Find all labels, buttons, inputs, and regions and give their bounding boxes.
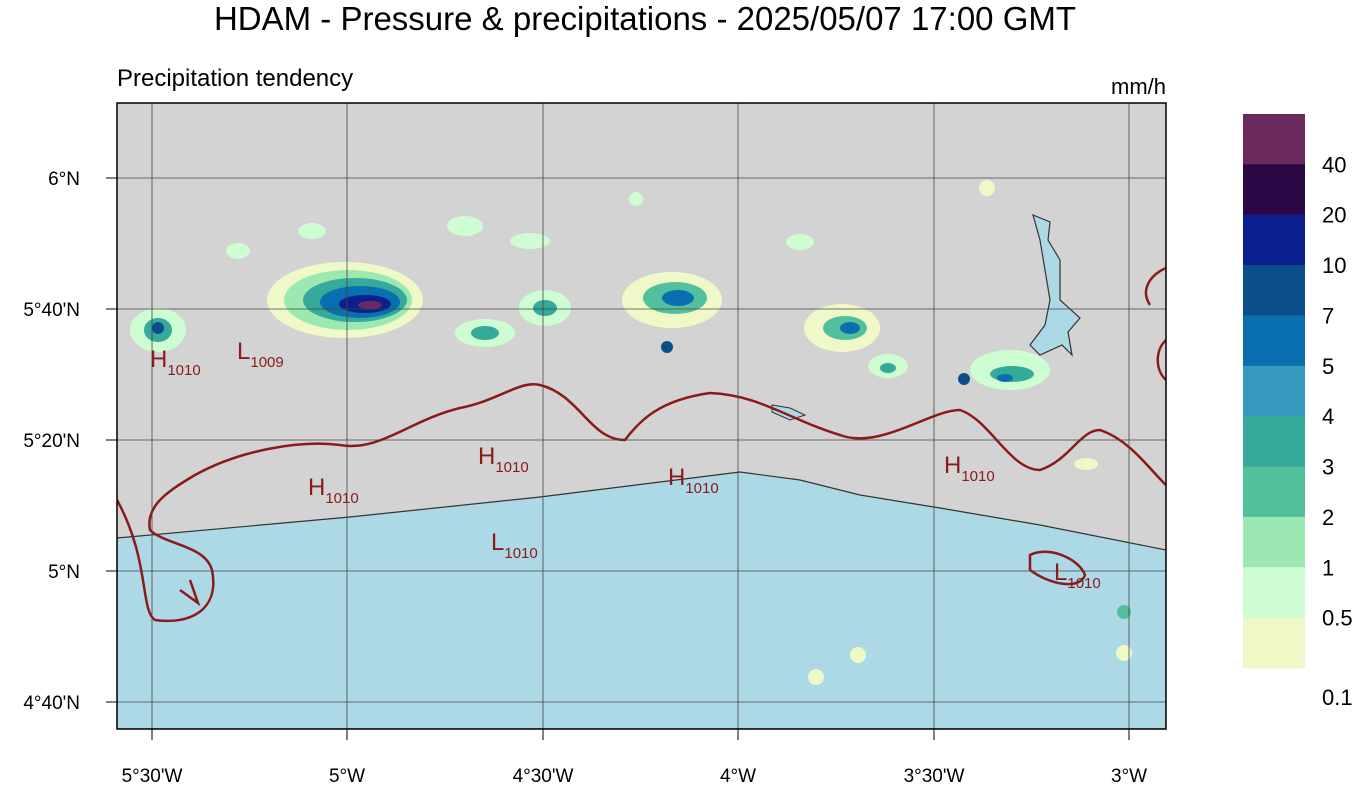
pressure-value: 1010 xyxy=(961,468,994,485)
colorbar-label: 3 xyxy=(1322,455,1334,480)
colorbar-box xyxy=(1243,466,1305,518)
colorbar-label: 40 xyxy=(1322,152,1346,177)
pressure-label: H1010 xyxy=(478,443,529,476)
colorbar-label: 20 xyxy=(1322,203,1346,228)
pressure-value: 1010 xyxy=(167,362,200,379)
lon-label: 5°30'W xyxy=(122,766,183,787)
precipitation xyxy=(130,180,1132,685)
unit: mm/h xyxy=(1111,74,1166,99)
pressure-letter: H xyxy=(944,452,961,479)
colorbar-box xyxy=(1243,214,1305,266)
lat-label: 5°40'N xyxy=(23,300,80,321)
colorbar-label: 0.1 xyxy=(1322,685,1353,710)
colorbar: 40 20 10 7 5 4 3 2 1 0.5 0.1 xyxy=(1243,114,1353,710)
pressure-label: H1010 xyxy=(150,346,201,379)
map-area xyxy=(117,103,1166,729)
colorbar-box xyxy=(1243,416,1305,468)
sea xyxy=(117,471,1166,729)
pressure-value: 1010 xyxy=(325,490,358,507)
colorbar-label: 4 xyxy=(1322,404,1334,429)
title: HDAM - Pressure & precipitations - 2025/… xyxy=(214,0,1076,37)
pressure-letter: H xyxy=(150,346,167,373)
pressure-value: 1010 xyxy=(495,459,528,476)
colorbar-label: 2 xyxy=(1322,505,1334,530)
lat-label: 6°N xyxy=(48,169,80,190)
pressure-value: 1010 xyxy=(504,545,537,562)
colorbar-box xyxy=(1243,516,1305,568)
pressure-label: L1010 xyxy=(1054,559,1101,592)
colorbar-box xyxy=(1243,567,1305,619)
lat-label: 5°20'N xyxy=(23,431,80,452)
pressure-letter: L xyxy=(1054,559,1067,586)
colorbar-box xyxy=(1243,114,1305,165)
lon-label: 3°W xyxy=(1111,766,1147,787)
colorbar-box xyxy=(1243,365,1305,417)
pressure-value: 1010 xyxy=(685,480,718,497)
colorbar-label: 1 xyxy=(1322,555,1334,580)
pressure-letter: H xyxy=(308,474,325,501)
lon-label: 4°30'W xyxy=(513,766,574,787)
colorbar-box xyxy=(1243,617,1305,669)
lagoon xyxy=(771,404,807,421)
lat-label: 4°40'N xyxy=(23,693,80,714)
pressure-letter: L xyxy=(491,529,504,556)
pressure-label: L1010 xyxy=(491,529,538,562)
isobars xyxy=(117,266,1166,623)
lon-label: 4°W xyxy=(720,766,756,787)
graticule xyxy=(117,103,1166,729)
lon-label: 3°30'W xyxy=(904,766,965,787)
pressure-label: L1009 xyxy=(237,338,284,371)
colorbar-box xyxy=(1243,265,1305,316)
pressure-letter: H xyxy=(668,464,685,491)
pressure-label: H1010 xyxy=(308,474,359,507)
colorbar-label: 7 xyxy=(1322,303,1334,328)
pressure-letter: L xyxy=(237,338,250,365)
colorbar-label: 0.5 xyxy=(1322,606,1353,631)
lake xyxy=(1029,213,1081,357)
colorbar-box xyxy=(1243,315,1305,367)
lat-label: 5°N xyxy=(48,562,80,583)
pressure-label: H1010 xyxy=(944,452,995,485)
pressure-letter: H xyxy=(478,443,495,470)
pressure-value: 1010 xyxy=(1067,575,1100,592)
lon-label: 5°W xyxy=(329,766,365,787)
pressure-value: 1009 xyxy=(250,354,283,371)
colorbar-label: 10 xyxy=(1322,253,1346,278)
subtitle: Precipitation tendency xyxy=(117,65,353,92)
pressure-label: H1010 xyxy=(668,464,719,497)
map-frame xyxy=(116,102,1167,730)
colorbar-label: 5 xyxy=(1322,354,1334,379)
colorbar-box xyxy=(1243,164,1305,216)
